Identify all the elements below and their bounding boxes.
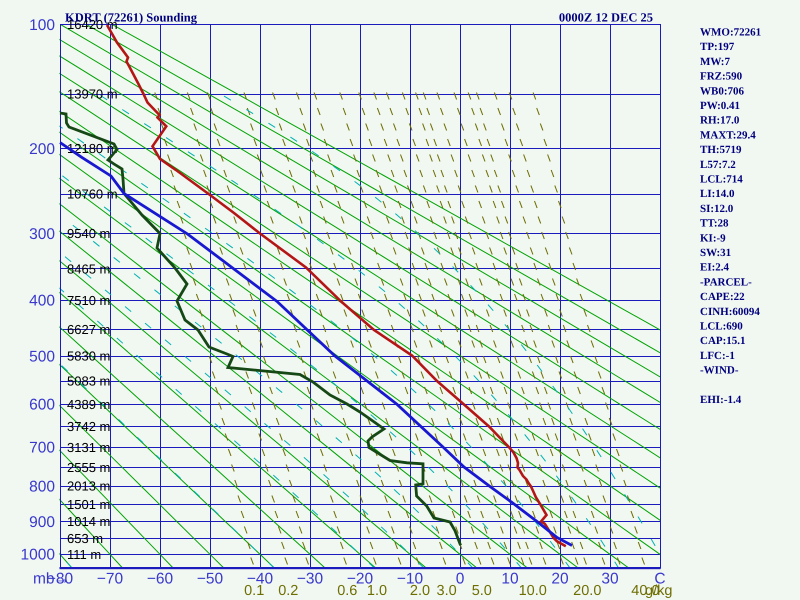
- svg-text:LI:14.0: LI:14.0: [700, 188, 735, 200]
- svg-text:900: 900: [29, 514, 55, 531]
- svg-text:3131 m: 3131 m: [67, 440, 110, 455]
- svg-text:13970 m: 13970 m: [67, 87, 118, 102]
- svg-text:200: 200: [29, 141, 55, 158]
- svg-text:7510 m: 7510 m: [67, 293, 110, 308]
- svg-text:40.0: 40.0: [631, 583, 659, 599]
- svg-text:500: 500: [29, 348, 55, 365]
- svg-text:0: 0: [456, 571, 465, 588]
- svg-text:LFC:-1: LFC:-1: [700, 350, 735, 362]
- svg-text:4389 m: 4389 m: [67, 397, 110, 412]
- svg-text:400: 400: [29, 293, 55, 310]
- svg-text:-PARCEL-: -PARCEL-: [700, 276, 752, 288]
- svg-text:1000: 1000: [21, 547, 56, 564]
- svg-text:LCL:690: LCL:690: [700, 321, 743, 333]
- svg-text:mb→: mb→: [33, 571, 70, 588]
- svg-text:EHI:-1.4: EHI:-1.4: [700, 394, 742, 406]
- svg-text:−30: −30: [297, 571, 324, 588]
- svg-text:EI:2.4: EI:2.4: [700, 262, 730, 274]
- svg-text:−60: −60: [147, 571, 174, 588]
- svg-text:8465 m: 8465 m: [67, 261, 110, 276]
- svg-text:WB0:706: WB0:706: [700, 85, 745, 97]
- svg-text:0.1: 0.1: [244, 583, 264, 599]
- svg-text:−20: −20: [347, 571, 374, 588]
- svg-text:−40: −40: [247, 571, 274, 588]
- svg-text:WMO:72261: WMO:72261: [700, 27, 761, 39]
- svg-text:SW:31: SW:31: [700, 247, 731, 259]
- svg-text:−80: −80: [47, 571, 74, 588]
- svg-text:KDRT (72261) Sounding: KDRT (72261) Sounding: [65, 11, 198, 25]
- svg-text:1014 m: 1014 m: [67, 514, 110, 529]
- svg-text:16420 m: 16420 m: [67, 17, 118, 32]
- svg-text:0.2: 0.2: [278, 583, 298, 599]
- svg-text:10.0: 10.0: [519, 583, 547, 599]
- svg-text:600: 600: [29, 397, 55, 414]
- svg-text:−10: −10: [397, 571, 424, 588]
- svg-text:−50: −50: [197, 571, 224, 588]
- svg-text:5083 m: 5083 m: [67, 374, 110, 389]
- svg-text:KI:-9: KI:-9: [700, 232, 726, 244]
- svg-text:TP:197: TP:197: [700, 41, 735, 53]
- svg-text:10760 m: 10760 m: [67, 187, 118, 202]
- svg-text:C: C: [654, 571, 665, 588]
- svg-text:2555 m: 2555 m: [67, 460, 110, 475]
- svg-text:30: 30: [601, 571, 619, 588]
- svg-text:PW:0.41: PW:0.41: [700, 100, 740, 112]
- svg-text:2013 m: 2013 m: [67, 479, 110, 494]
- svg-text:2.0: 2.0: [410, 583, 430, 599]
- svg-text:1.0: 1.0: [367, 583, 387, 599]
- svg-text:20: 20: [551, 571, 569, 588]
- svg-text:MW:7: MW:7: [700, 56, 730, 68]
- svg-text:L57:7.2: L57:7.2: [700, 159, 736, 171]
- svg-text:−70: −70: [97, 571, 124, 588]
- svg-text:653 m: 653 m: [67, 531, 103, 546]
- svg-text:CAP:15.1: CAP:15.1: [700, 335, 746, 347]
- svg-text:TT:28: TT:28: [700, 218, 729, 230]
- svg-text:6627 m: 6627 m: [67, 322, 110, 337]
- svg-text:5830 m: 5830 m: [67, 349, 110, 364]
- svg-text:0000Z 12 DEC 25: 0000Z 12 DEC 25: [559, 11, 653, 25]
- svg-text:LCL:714: LCL:714: [700, 174, 743, 186]
- svg-text:100: 100: [29, 17, 55, 34]
- svg-text:MAXT:29.4: MAXT:29.4: [700, 129, 756, 141]
- svg-text:5.0: 5.0: [472, 583, 492, 599]
- svg-text:1501 m: 1501 m: [67, 497, 110, 512]
- svg-text:TH:5719: TH:5719: [700, 144, 742, 156]
- svg-text:12180 m: 12180 m: [67, 141, 118, 156]
- svg-text:111 m: 111 m: [67, 547, 101, 562]
- svg-text:800: 800: [29, 478, 55, 495]
- svg-text:300: 300: [29, 226, 55, 243]
- svg-text:10: 10: [501, 571, 519, 588]
- svg-text:CINH:60094: CINH:60094: [700, 306, 760, 318]
- svg-text:3742 m: 3742 m: [67, 419, 110, 434]
- svg-text:CAPE:22: CAPE:22: [700, 291, 745, 303]
- svg-text:SI:12.0: SI:12.0: [700, 203, 734, 215]
- svg-text:3.0: 3.0: [437, 583, 457, 599]
- svg-text:FRZ:590: FRZ:590: [700, 71, 743, 83]
- svg-text:0.6: 0.6: [337, 583, 357, 599]
- svg-text:-WIND-: -WIND-: [700, 365, 739, 377]
- svg-text:RH:17.0: RH:17.0: [700, 115, 740, 127]
- svg-text:20.0: 20.0: [573, 583, 601, 599]
- svg-text:9540 m: 9540 m: [67, 226, 110, 241]
- svg-text:700: 700: [29, 440, 55, 457]
- svg-text:g/kg: g/kg: [645, 583, 672, 599]
